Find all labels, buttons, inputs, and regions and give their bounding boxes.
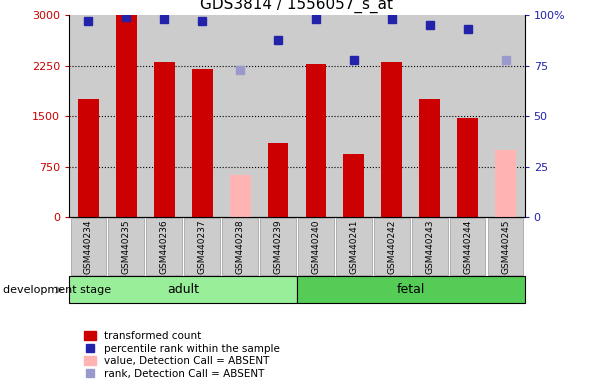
Bar — [107, 15, 145, 217]
Text: GSM440244: GSM440244 — [463, 220, 472, 274]
Legend: transformed count, percentile rank within the sample, value, Detection Call = AB: transformed count, percentile rank withi… — [84, 331, 280, 379]
Bar — [306, 64, 326, 217]
Bar — [449, 15, 487, 217]
Bar — [268, 143, 288, 217]
Bar — [335, 15, 373, 217]
Text: GSM440245: GSM440245 — [501, 220, 510, 274]
Bar — [116, 15, 137, 217]
Bar — [487, 15, 525, 217]
Text: GSM440241: GSM440241 — [349, 220, 358, 274]
Text: GSM440236: GSM440236 — [160, 219, 169, 274]
Text: GSM440234: GSM440234 — [84, 220, 93, 274]
Bar — [259, 15, 297, 217]
Title: GDS3814 / 1556057_s_at: GDS3814 / 1556057_s_at — [200, 0, 394, 13]
Bar — [230, 175, 250, 217]
Bar — [69, 15, 107, 217]
Text: GSM440235: GSM440235 — [122, 219, 131, 274]
Text: GSM440239: GSM440239 — [274, 219, 283, 274]
Bar — [419, 99, 440, 217]
Text: development stage: development stage — [3, 285, 111, 295]
Bar — [297, 15, 335, 217]
Text: adult: adult — [167, 283, 199, 296]
Bar — [192, 69, 213, 217]
Bar — [344, 154, 364, 217]
Text: GSM440243: GSM440243 — [425, 220, 434, 274]
Text: fetal: fetal — [397, 283, 425, 296]
Bar — [373, 15, 411, 217]
Text: GSM440242: GSM440242 — [387, 220, 396, 274]
Bar — [411, 15, 449, 217]
Bar — [381, 63, 402, 217]
Bar — [78, 99, 99, 217]
Text: GSM440238: GSM440238 — [236, 219, 245, 274]
Text: GSM440237: GSM440237 — [198, 219, 207, 274]
Bar — [183, 15, 221, 217]
Bar — [154, 63, 175, 217]
Text: GSM440240: GSM440240 — [311, 220, 320, 274]
Bar — [145, 15, 183, 217]
Bar — [457, 118, 478, 217]
Bar — [221, 15, 259, 217]
Bar — [495, 150, 516, 217]
